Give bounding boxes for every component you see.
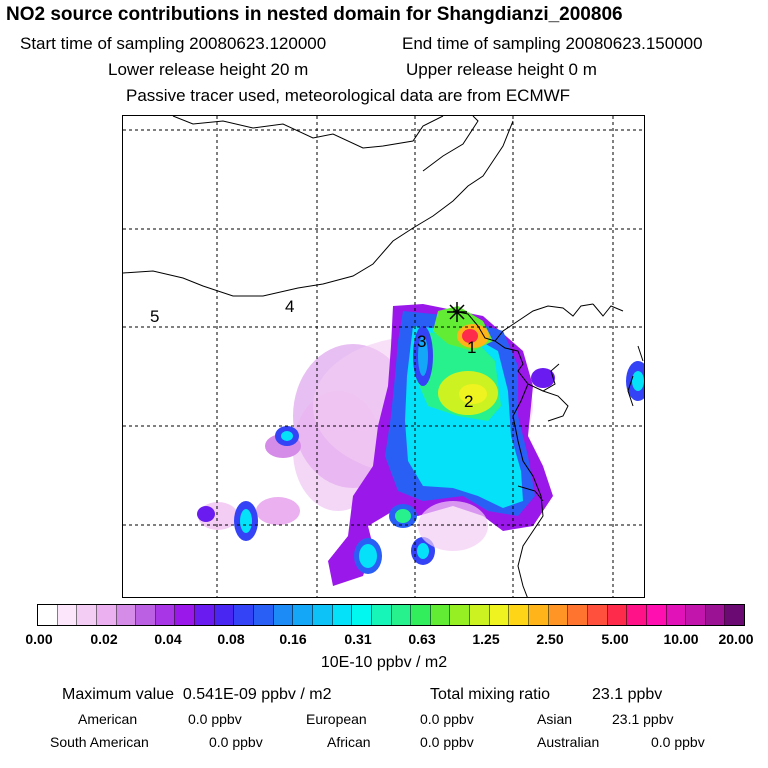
colorbar-swatch: [470, 605, 490, 625]
colorbar-swatch: [293, 605, 313, 625]
start-time-label: Start time of sampling 20080623.120000: [20, 34, 327, 53]
region-name-asian: Asian: [537, 711, 573, 727]
region-label-5: 5: [150, 307, 160, 326]
region-name-european: European: [306, 711, 367, 727]
colorbar-swatch: [725, 605, 745, 625]
colorbar-swatch: [371, 605, 392, 625]
colorbar-swatch: [587, 605, 608, 625]
concentration-field: [197, 304, 644, 586]
colorbar-swatch: [430, 605, 451, 625]
colorbar-tick: 0.02: [90, 631, 118, 647]
colorbar-tick: 0.31: [344, 631, 372, 647]
colorbar-swatch: [38, 605, 58, 625]
region-name-african: African: [327, 734, 371, 750]
colorbar-swatch: [548, 605, 569, 625]
colorbar-tick: 0.08: [217, 631, 245, 647]
end-time-label: End time of sampling 20080623.150000: [402, 34, 703, 53]
region-value-australian: 0.0 ppbv: [651, 734, 705, 750]
lower-release-label: Lower release height 20 m: [108, 60, 309, 79]
colorbar-tick: 10.00: [663, 631, 699, 647]
colorbar-swatch: [136, 605, 156, 625]
colorbar-swatch: [254, 605, 274, 625]
colorbar-swatch: [705, 605, 726, 625]
colorbar-swatch: [273, 605, 294, 625]
colorbar-tick: 0.16: [279, 631, 307, 647]
colorbar-swatch: [686, 605, 706, 625]
colorbar-tick: 1.25: [472, 631, 500, 647]
colorbar-swatch: [627, 605, 647, 625]
region-name-american: American: [78, 711, 138, 727]
colorbar-tick: 2.50: [536, 631, 564, 647]
map-canvas: [123, 116, 644, 597]
max-total-row: Maximum value 0.541E-09 ppbv / m2: [62, 686, 331, 704]
upper-release-label: Upper release height 0 m: [406, 60, 597, 79]
colorbar-swatch: [332, 605, 353, 625]
region-value-african: 0.0 ppbv: [420, 734, 474, 750]
colorbar-swatch: [529, 605, 549, 625]
colorbar-swatch: [195, 605, 215, 625]
coastlines-and-borders: [123, 116, 644, 597]
colorbar-swatch: [77, 605, 97, 625]
release-heights: Lower release height 20 m Upper release …: [108, 60, 597, 80]
region-value-asian: 23.1 ppbv: [612, 711, 674, 727]
region-label-2: 2: [464, 392, 474, 411]
total-mixing-label: Total mixing ratio: [430, 686, 551, 703]
region-label-1: 1: [467, 338, 477, 357]
map-panel: 1 2 3 4 5: [122, 115, 645, 598]
tracer-note: Passive tracer used, meteorological data…: [126, 86, 571, 105]
max-value: 0.541E-09 ppbv / m2: [182, 686, 332, 703]
region-name-south-american: South American: [50, 734, 149, 750]
colorbar-swatch: [509, 605, 530, 625]
colorbar-tick: 0.04: [154, 631, 182, 647]
total-value-row: 23.1 ppbv: [592, 686, 662, 704]
colorbar-swatch: [352, 605, 372, 625]
colorbar-swatch: [214, 605, 235, 625]
colorbar-swatch: [312, 605, 333, 625]
region-value-european: 0.0 ppbv: [420, 711, 474, 727]
region-value-south-american: 0.0 ppbv: [209, 734, 263, 750]
colorbar-swatch: [489, 605, 510, 625]
colorbar-swatch: [155, 605, 176, 625]
colorbar-units: 10E-10 ppbv / m2: [320, 654, 448, 671]
colorbar-swatch: [646, 605, 667, 625]
colorbar-swatch: [391, 605, 412, 625]
colorbar: [37, 604, 745, 626]
region-label-3: 3: [417, 332, 427, 351]
colorbar-swatch: [57, 605, 78, 625]
colorbar-swatch: [568, 605, 588, 625]
sampling-times: Start time of sampling 20080623.120000 E…: [20, 34, 703, 54]
colorbar-swatch: [666, 605, 687, 625]
colorbar-swatch: [116, 605, 137, 625]
colorbar-swatch: [96, 605, 117, 625]
max-value-label: Maximum value: [62, 686, 175, 703]
region-value-american: 0.0 ppbv: [188, 711, 242, 727]
colorbar-swatch: [175, 605, 196, 625]
total-row: Total mixing ratio: [430, 686, 550, 704]
colorbar-tick: 0.63: [408, 631, 436, 647]
map-gridlines: [123, 116, 644, 597]
colorbar-swatch: [411, 605, 431, 625]
map-title: NO2 source contributions in nested domai…: [6, 4, 623, 25]
colorbar-tick: 0.00: [25, 631, 53, 647]
colorbar-swatch: [234, 605, 255, 625]
total-mixing-value: 23.1 ppbv: [592, 686, 663, 703]
colorbar-tick: 5.00: [601, 631, 629, 647]
star-marker-icon: [447, 302, 467, 322]
colorbar-swatch: [607, 605, 628, 625]
colorbar-tick: 20.00: [718, 631, 754, 647]
region-name-australian: Australian: [537, 734, 600, 750]
colorbar-swatch: [450, 605, 471, 625]
region-label-4: 4: [285, 297, 295, 316]
